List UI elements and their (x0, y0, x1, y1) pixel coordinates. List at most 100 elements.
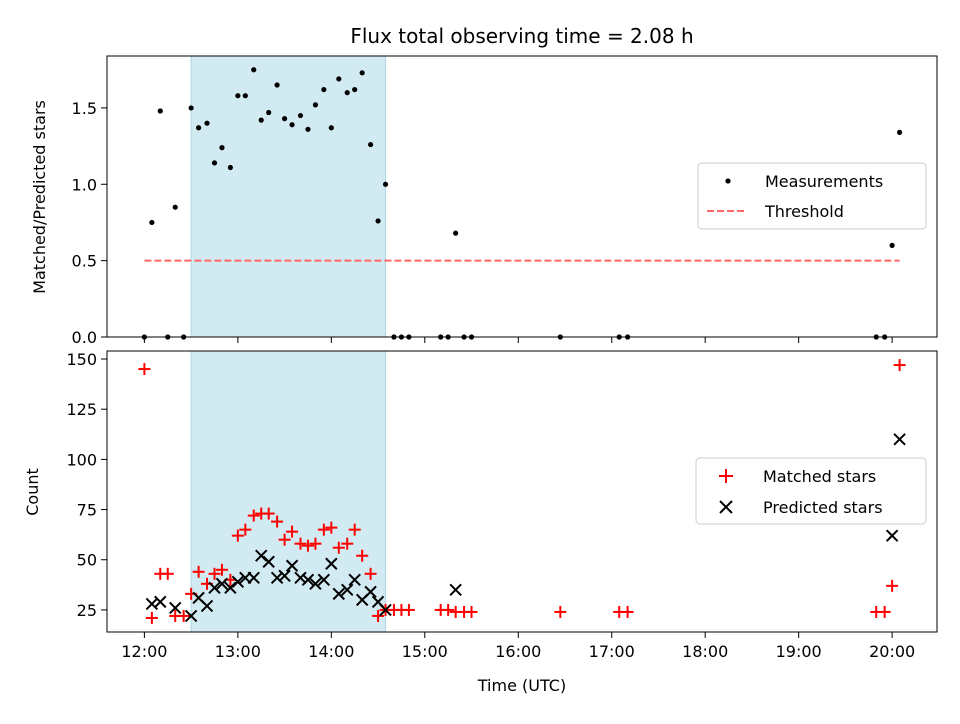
predicted-star-point (332, 587, 346, 601)
measurement-point (352, 86, 358, 93)
x-tick-label: 13:00 (215, 642, 261, 661)
measurement-point (305, 126, 311, 132)
count-legend: Matched stars Predicted stars (695, 457, 927, 525)
ratio-legend-box (697, 162, 927, 230)
predicted-star-point (200, 599, 214, 613)
measurement-point (211, 160, 218, 166)
predicted-star-point (215, 577, 229, 591)
predicted-star-point (893, 433, 906, 446)
measurement-point (453, 230, 459, 236)
predicted-star-point (885, 529, 899, 542)
predicted-star-point (325, 557, 338, 570)
predicted-star-point (247, 571, 260, 585)
predicted-star-point (348, 573, 361, 587)
matched-star-point (192, 565, 205, 578)
predicted-star-point (224, 581, 237, 595)
predicted-star-point (341, 583, 354, 597)
x-tick-label: 17:00 (589, 642, 635, 661)
measurement-point (328, 125, 334, 131)
count-y-tick-label: 150 (66, 350, 97, 369)
predicted-star-point (231, 575, 245, 589)
chart-title: Flux total observing time = 2.08 h (350, 24, 693, 48)
matched-star-point (177, 609, 190, 622)
ratio-y-tick-label: 1.0 (72, 175, 97, 194)
x-tick-label: 20:00 (869, 642, 915, 661)
measurement-point (227, 164, 233, 171)
matched-star-point (138, 363, 151, 376)
count-y-tick-label: 100 (66, 450, 97, 469)
predicted-star-point (449, 583, 462, 597)
matched-star-point (325, 521, 338, 534)
measurement-point (251, 67, 257, 73)
measurement-point (172, 204, 178, 210)
matched-star-point (356, 549, 369, 562)
matched-star-point (294, 537, 307, 550)
matched-star-point (878, 605, 891, 618)
matched-star-point (621, 605, 634, 618)
x-tick-label: 15:00 (402, 642, 448, 661)
ratio-observing-span (190, 55, 387, 338)
predicted-star-point (270, 571, 284, 585)
matched-star-point (402, 603, 415, 616)
x-axis-label: Time (UTC) (477, 676, 566, 695)
matched-star-point (554, 605, 567, 618)
measurement-point (359, 70, 365, 76)
predicted-star-point (285, 559, 299, 572)
matched-star-point (231, 529, 244, 542)
measurement-point (889, 242, 895, 248)
matched-star-point (317, 523, 330, 536)
matched-star-point (886, 579, 899, 592)
count-y-tick-label: 50 (77, 551, 97, 570)
count-y-tick-label: 125 (66, 400, 97, 419)
measurement-point (297, 112, 304, 119)
measurement-point (242, 93, 248, 99)
measurement-point (281, 116, 288, 122)
count-plot-frame (106, 350, 938, 633)
count-panel: 25 50 75 100 125 150 12:00 13:00 14:00 15:00 16:00… (23, 350, 938, 695)
measurement-point (258, 117, 264, 123)
measurement-point (188, 105, 194, 111)
x-tick-label: 18:00 (682, 642, 728, 661)
predicted-star-point (294, 571, 307, 585)
predicted-star-point (317, 573, 331, 587)
measurement-point (219, 145, 225, 151)
legend-label-threshold: Threshold (764, 202, 844, 221)
matched-star-point (262, 507, 275, 520)
measurement-point (195, 125, 202, 131)
predicted-star-point (184, 609, 198, 623)
matched-star-point (145, 611, 158, 624)
matched-star-point (161, 567, 174, 580)
legend-marker-matched (719, 469, 733, 483)
ratio-panel: 0.0 0.5 1.0 1.5 Flux total observing time =… (30, 24, 938, 347)
measurement-point (289, 122, 295, 128)
matched-star-point (271, 515, 284, 528)
matched-star-point (286, 525, 299, 538)
measurement-point (367, 141, 374, 148)
measurement-point (312, 102, 319, 108)
legend-marker-measurements (725, 178, 731, 184)
predicted-star-point (169, 601, 182, 615)
matched-star-point (442, 603, 455, 616)
matched-star-point (364, 567, 377, 580)
measurement-point (321, 86, 327, 93)
measurement-point (344, 90, 350, 96)
count-y-axis-label: Count (23, 468, 42, 516)
matched-star-point (208, 567, 221, 580)
x-tick-label: 16:00 (495, 642, 541, 661)
legend-marker-predicted (719, 500, 733, 514)
matched-star-point (332, 541, 345, 554)
x-tick-label: 12:00 (121, 642, 167, 661)
predicted-star-point (255, 549, 268, 562)
matched-star-point (341, 537, 354, 550)
matched-star-point (372, 609, 385, 622)
predicted-star-point (154, 595, 167, 609)
predicted-star-point (301, 573, 315, 587)
ratio-y-axis-label: Matched/Predicted stars (30, 100, 49, 294)
matched-star-point (348, 523, 361, 536)
predicted-star-point (379, 603, 392, 617)
legend-label-matched: Matched stars (763, 467, 876, 486)
predicted-star-point (278, 569, 291, 583)
matched-star-point (893, 359, 906, 372)
matched-star-point (247, 509, 260, 522)
